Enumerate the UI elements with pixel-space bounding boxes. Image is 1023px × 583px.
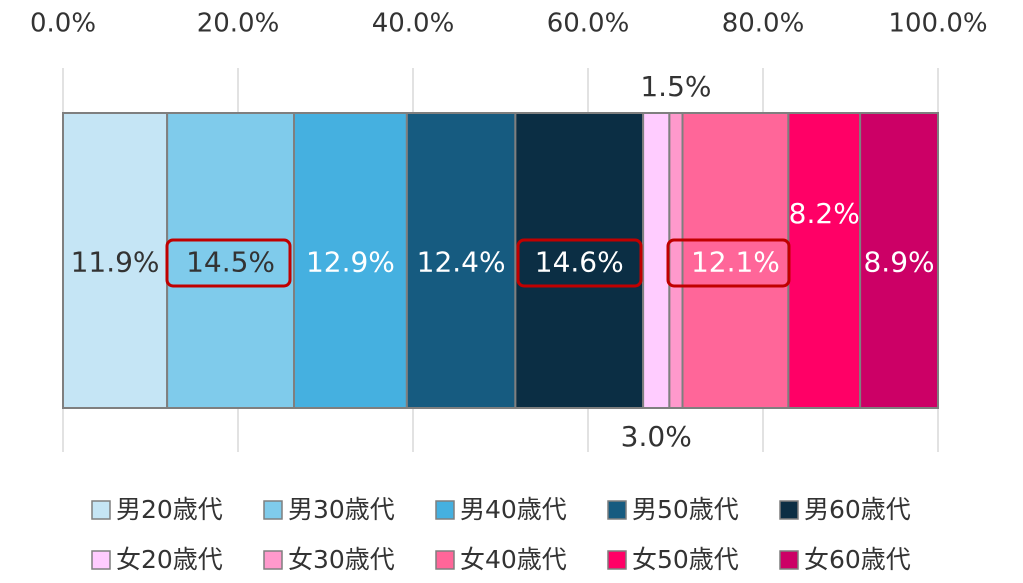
- legend-swatch: [435, 550, 455, 570]
- data-label: 12.9%: [306, 246, 395, 279]
- highlight-box: [516, 238, 643, 288]
- data-label: 12.1%: [691, 246, 780, 279]
- bar-segment: [668, 112, 684, 409]
- legend-swatch: [607, 550, 627, 570]
- legend-label: 男40歳代: [460, 495, 567, 524]
- data-label: 1.5%: [640, 70, 711, 103]
- legend-swatch: [263, 550, 283, 570]
- bar-segment: [859, 112, 939, 409]
- legend-label: 女30歳代: [288, 545, 395, 574]
- bar-segment: [642, 112, 671, 409]
- data-label: 8.2%: [789, 197, 860, 230]
- x-tick-label: 0.0%: [30, 9, 96, 39]
- legend-swatch: [435, 500, 455, 520]
- x-tick-label: 100.0%: [888, 9, 987, 39]
- x-tick-label: 20.0%: [197, 9, 280, 39]
- bar-segment: [681, 112, 790, 409]
- bar-segment: [514, 112, 645, 409]
- x-tick-label: 40.0%: [372, 9, 455, 39]
- data-label: 11.9%: [71, 246, 160, 279]
- bar-segment: [62, 112, 169, 409]
- legend-swatch: [91, 550, 111, 570]
- bar-segment: [787, 112, 862, 409]
- highlight-box: [165, 238, 292, 288]
- legend-label: 男30歳代: [288, 495, 395, 524]
- legend-label: 女40歳代: [460, 545, 567, 574]
- legend-label: 男50歳代: [632, 495, 739, 524]
- legend-swatch: [263, 500, 283, 520]
- legend-swatch: [607, 500, 627, 520]
- legend-label: 男60歳代: [804, 495, 911, 524]
- legend-label: 男20歳代: [116, 495, 223, 524]
- legend-swatch: [91, 500, 111, 520]
- data-label: 14.6%: [535, 246, 624, 279]
- legend-label: 女50歳代: [632, 545, 739, 574]
- data-label: 12.4%: [417, 246, 506, 279]
- x-tick-label: 60.0%: [547, 9, 630, 39]
- data-label: 14.5%: [186, 246, 275, 279]
- x-tick-label: 80.0%: [722, 9, 805, 39]
- data-label: 8.9%: [863, 246, 934, 279]
- legend-label: 女20歳代: [116, 545, 223, 574]
- legend-swatch: [779, 500, 799, 520]
- legend-label: 女60歳代: [804, 545, 911, 574]
- highlight-box: [666, 238, 791, 288]
- legend-swatch: [779, 550, 799, 570]
- bar-segment: [405, 112, 517, 409]
- data-label: 3.0%: [621, 420, 692, 453]
